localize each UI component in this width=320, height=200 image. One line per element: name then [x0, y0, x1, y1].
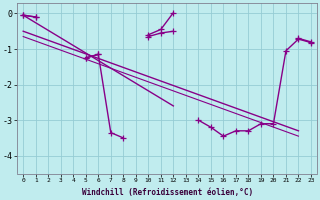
X-axis label: Windchill (Refroidissement éolien,°C): Windchill (Refroidissement éolien,°C)	[82, 188, 253, 197]
